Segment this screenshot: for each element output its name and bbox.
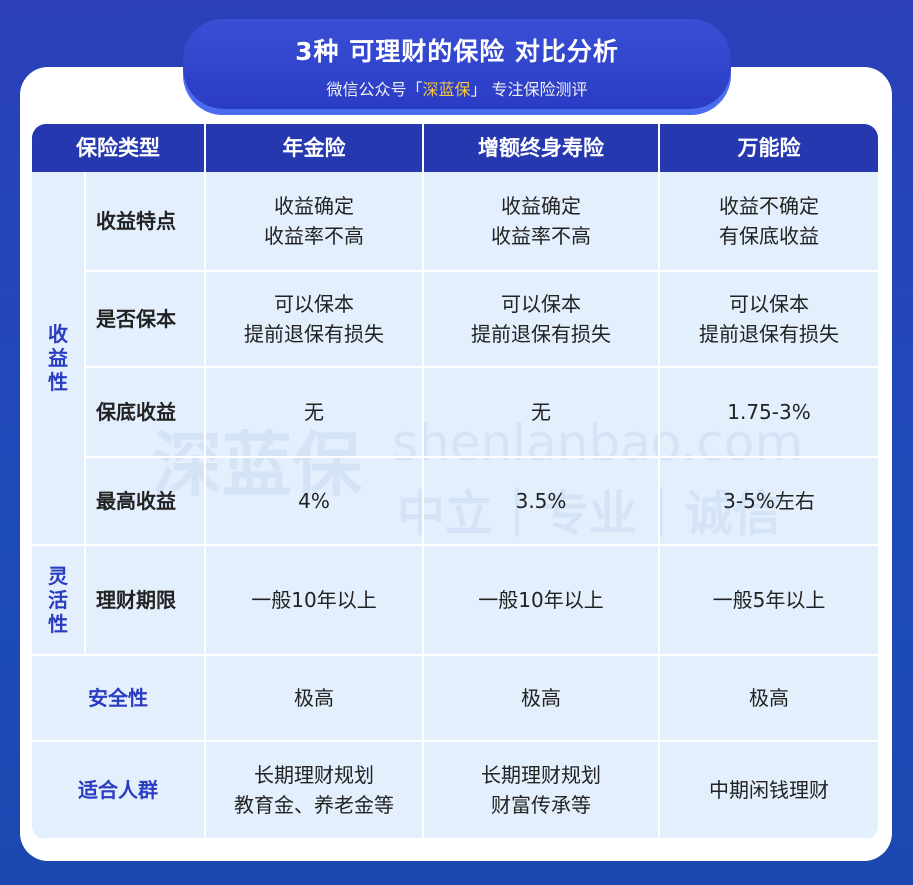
page-title: 3种 可理财的保险 对比分析: [295, 37, 619, 66]
table-cell: 一般10年以上: [424, 546, 660, 656]
table-cell: 可以保本 提前退保有损失: [660, 272, 878, 368]
table-cell: 3.5%: [424, 458, 660, 546]
table-cell: 一般10年以上: [206, 546, 424, 656]
row-label: 是否保本: [86, 272, 206, 368]
table-cell: 长期理财规划 财富传承等: [424, 742, 660, 840]
table-cell: 极高: [424, 656, 660, 742]
subtitle-prefix: 微信公众号「: [326, 80, 423, 99]
group-income: 收 益 性: [32, 172, 86, 546]
title-banner: 3种 可理财的保险 对比分析 微信公众号「深蓝保」 专注保险测评: [183, 19, 731, 109]
table-cell: 可以保本 提前退保有损失: [424, 272, 660, 368]
table-cell: 中期闲钱理财: [660, 742, 878, 840]
header-annuity: 年金险: [206, 124, 424, 172]
row-label: 最高收益: [86, 458, 206, 546]
table-cell: 长期理财规划 教育金、养老金等: [206, 742, 424, 840]
table-cell: 4%: [206, 458, 424, 546]
table-cell: 1.75-3%: [660, 368, 878, 458]
table-cell: 收益不确定 有保底收益: [660, 172, 878, 272]
table-cell: 收益确定 收益率不高: [424, 172, 660, 272]
table-cell: 3-5%左右: [660, 458, 878, 546]
row-label: 理财期限: [86, 546, 206, 656]
table-cell: 极高: [660, 656, 878, 742]
table-cell: 可以保本 提前退保有损失: [206, 272, 424, 368]
header-whole-life: 增额终身寿险: [424, 124, 660, 172]
comparison-table: 保险类型 年金险 增额终身寿险 万能险 收 益 性 灵 活 性 深蓝保 shen…: [32, 124, 878, 840]
table-cell: 收益确定 收益率不高: [206, 172, 424, 272]
subtitle-suffix: 」 专注保险测评: [470, 80, 588, 99]
row-label: 收益特点: [86, 172, 206, 272]
header-universal: 万能险: [660, 124, 878, 172]
group-flexibility: 灵 活 性: [32, 546, 86, 656]
row-label: 安全性: [32, 656, 206, 742]
row-label: 保底收益: [86, 368, 206, 458]
brand-name: 深蓝保: [422, 80, 471, 99]
row-label: 适合人群: [32, 742, 206, 840]
table-cell: 无: [206, 368, 424, 458]
table-cell: 极高: [206, 656, 424, 742]
table-cell: 一般5年以上: [660, 546, 878, 656]
subtitle: 微信公众号「深蓝保」 专注保险测评: [183, 76, 731, 100]
table-cell: 无: [424, 368, 660, 458]
header-type: 保险类型: [32, 124, 206, 172]
